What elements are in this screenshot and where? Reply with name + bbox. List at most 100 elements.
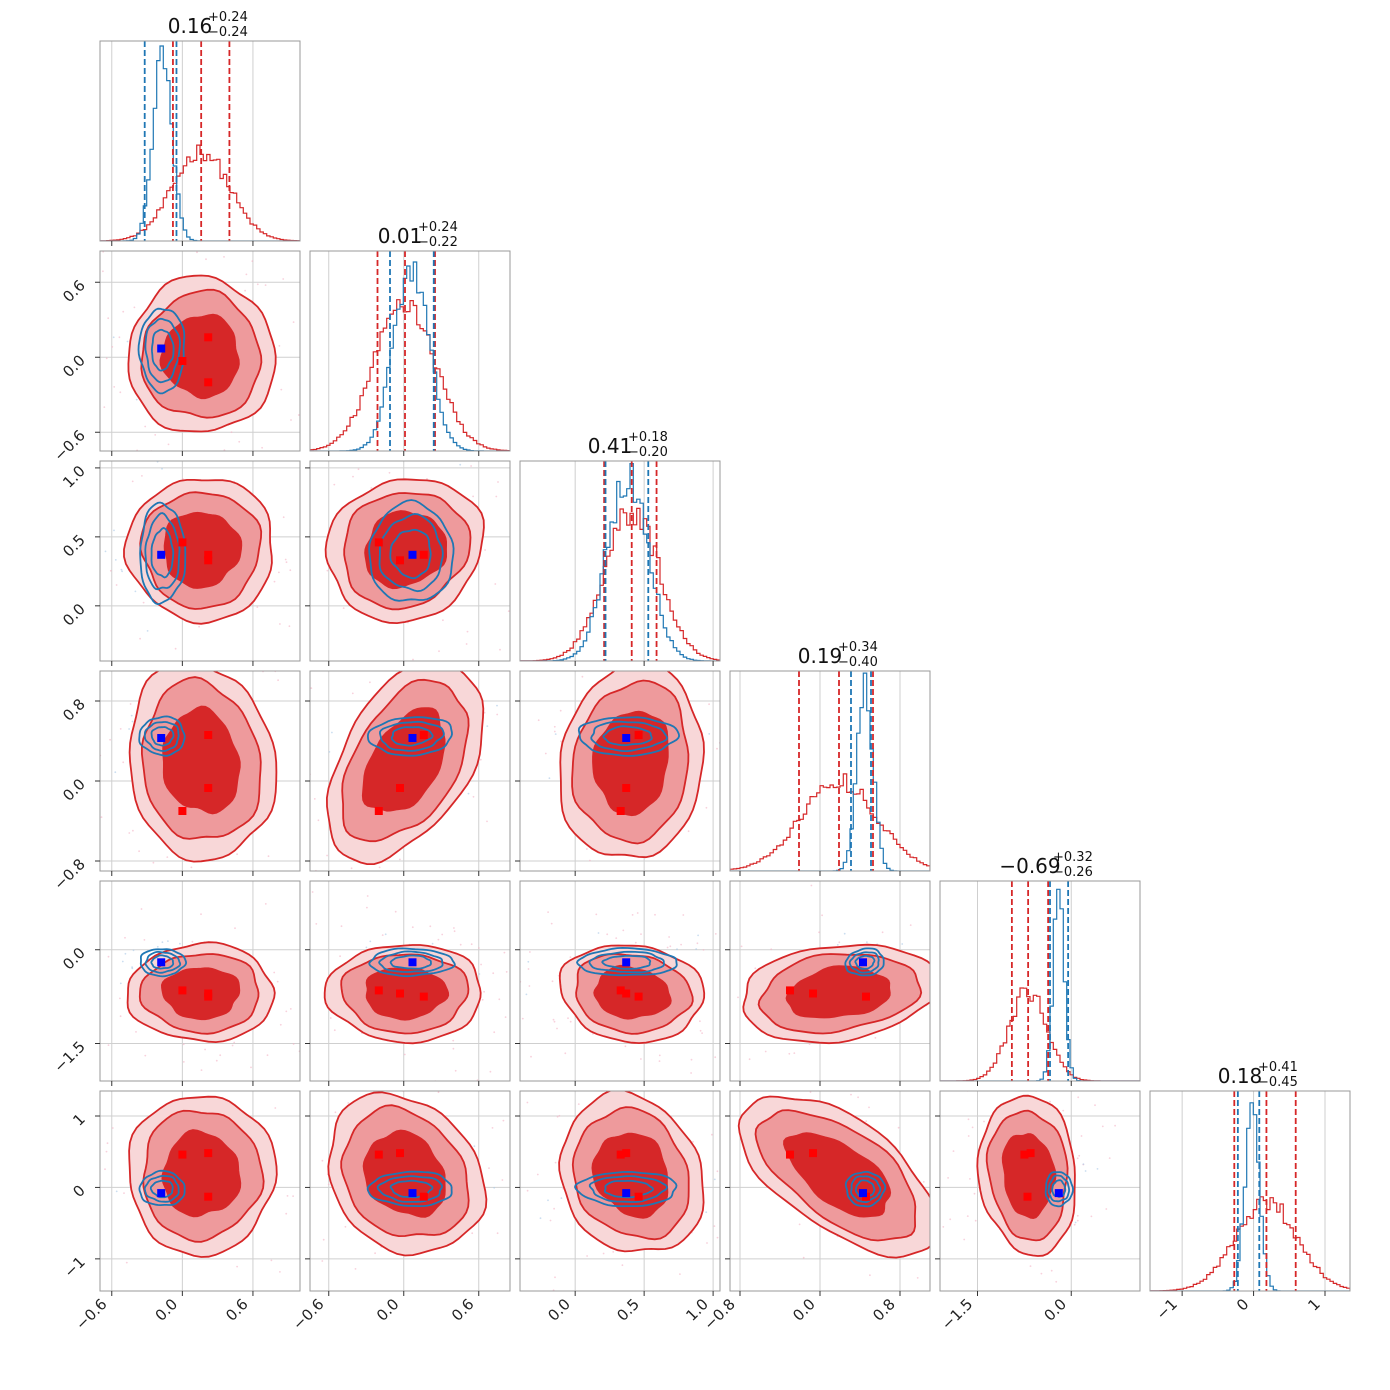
sample-point [288, 625, 291, 628]
sample-point [154, 434, 157, 436]
sample-point [653, 620, 655, 622]
panel-content [296, 624, 510, 905]
sample-point [764, 1050, 767, 1053]
sample-point [601, 622, 603, 624]
marker-blue [1054, 1189, 1063, 1198]
sample-point [329, 1017, 332, 1019]
sample-point [274, 1107, 277, 1109]
sample-point [1076, 1219, 1079, 1222]
sample-point [297, 414, 300, 416]
panel-2-1 [258, 460, 511, 666]
sample-point [949, 1218, 952, 1221]
sample-point [552, 1018, 555, 1021]
marker-blue [408, 958, 417, 967]
sample-point [640, 933, 642, 935]
sample-point [87, 1084, 89, 1086]
sample-point [332, 614, 334, 616]
panel-content [1150, 1091, 1350, 1291]
sample-point [695, 666, 697, 668]
sample-point [198, 625, 201, 628]
panel-content [310, 251, 510, 451]
panel-frame [309, 880, 511, 1082]
sample-point [727, 1223, 729, 1225]
sample-point [256, 283, 259, 286]
sample-point [536, 1173, 539, 1176]
sample-point [437, 938, 440, 941]
sample-point [679, 1273, 681, 1275]
sample-point [284, 1197, 286, 1199]
sample-point [761, 672, 763, 674]
sample-point [196, 251, 198, 254]
sample-point [20, 1039, 22, 1041]
sample-point [131, 967, 134, 970]
sample-point [549, 665, 551, 667]
histogram-blue [520, 463, 720, 661]
sample-point [326, 854, 328, 857]
sample-point [737, 996, 739, 999]
sample-point [326, 888, 328, 890]
sample-point [407, 624, 409, 626]
marker-blue [859, 1189, 867, 1198]
sample-point [1040, 1272, 1043, 1275]
sample-point [307, 1117, 309, 1119]
sample-point [326, 569, 329, 572]
sample-point [498, 998, 501, 1001]
title-upper-error: +0.24 [208, 10, 248, 25]
marker-red [374, 986, 383, 995]
sample-point [733, 1200, 735, 1202]
sample-point [901, 943, 904, 945]
sample-point [226, 1295, 228, 1297]
marker-blue [157, 344, 166, 353]
sample-point [311, 891, 314, 893]
sample-point [494, 583, 497, 585]
sample-point [623, 1068, 625, 1070]
sample-point [333, 483, 336, 486]
sample-point [375, 644, 377, 646]
sample-point [466, 630, 469, 633]
marker-red [178, 986, 187, 995]
sample-point [263, 878, 265, 880]
sample-point [963, 1238, 966, 1241]
panel-5-1: −0.6 0.0 0.6 [284, 1090, 511, 1368]
sample-point [594, 582, 596, 584]
sample-point [49, 841, 51, 843]
sample-point [258, 646, 260, 648]
sample-point [118, 336, 121, 339]
sample-point [442, 619, 444, 622]
sample-point [838, 941, 841, 944]
sample-point [279, 1023, 282, 1026]
sample-point [384, 933, 387, 936]
sample-point [113, 386, 116, 388]
panel-frame [309, 460, 511, 662]
sample-point [368, 1275, 370, 1277]
marker-red [396, 1149, 404, 1158]
contour-blue-middle [144, 317, 181, 384]
sample-point [597, 624, 599, 626]
marker-red [204, 378, 213, 387]
sample-point [378, 866, 381, 869]
sample-point [97, 523, 99, 525]
sample-point [314, 903, 316, 905]
sample-point [79, 570, 81, 572]
marker-red [204, 1192, 213, 1201]
sample-point [549, 1219, 552, 1222]
sample-point [276, 980, 279, 983]
x-tick-label: −1 [1153, 1295, 1181, 1323]
sample-point [320, 458, 322, 460]
sample-point [366, 895, 369, 897]
sample-point [1082, 1163, 1085, 1165]
y-tick-label: −0.8 [50, 855, 88, 893]
sample-point [238, 440, 241, 443]
panel-2-0: 0.0 0.5 1.0 [59, 458, 334, 666]
sample-point [483, 990, 485, 993]
sample-point [477, 1366, 479, 1368]
sample-point [453, 663, 455, 665]
sample-point [333, 1029, 336, 1032]
sample-point [1077, 1096, 1080, 1099]
sample-point [983, 1120, 985, 1123]
marker-red [634, 1192, 643, 1201]
sample-point [107, 955, 110, 958]
sample-point [296, 873, 298, 875]
marker-red [178, 357, 187, 365]
sample-point [960, 1035, 962, 1037]
